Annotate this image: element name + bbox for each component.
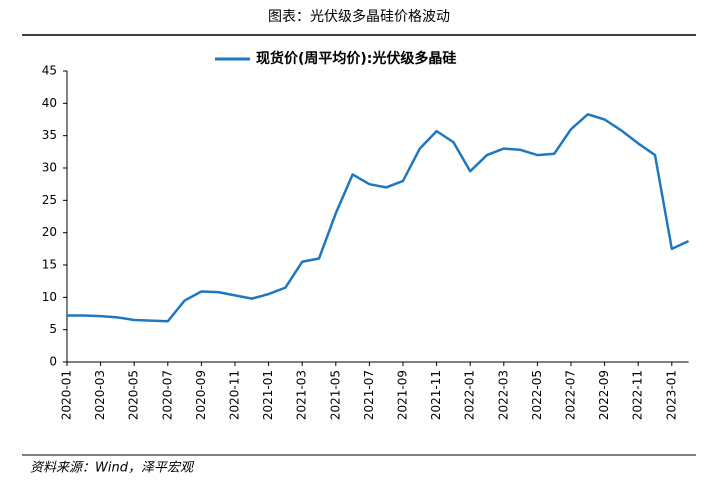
- y-tick-label: 10: [42, 290, 57, 304]
- x-tick-label: 2021-07: [362, 370, 376, 420]
- x-tick-label: 2020-09: [194, 370, 208, 420]
- y-tick-label: 25: [42, 193, 57, 207]
- x-tick-label: 2020-03: [93, 370, 107, 420]
- x-tick-label: 2021-03: [295, 370, 309, 420]
- x-tick-label: 2023-01: [664, 370, 678, 420]
- y-tick-label: 20: [42, 225, 57, 239]
- y-tick-label: 15: [42, 258, 57, 272]
- y-tick-label: 5: [49, 322, 57, 336]
- x-tick-label: 2020-05: [127, 370, 141, 420]
- x-tick-label: 2022-01: [463, 370, 477, 420]
- y-tick-label: 45: [42, 64, 57, 78]
- x-tick-label: 2021-05: [328, 370, 342, 420]
- x-tick-label: 2021-11: [429, 370, 443, 420]
- y-tick-label: 0: [49, 355, 57, 369]
- x-tick-label: 2021-01: [261, 370, 275, 420]
- x-tick-label: 2022-11: [631, 370, 645, 420]
- series-line: [67, 113, 690, 323]
- x-tick-label: 2020-01: [60, 370, 74, 420]
- legend-label: 现货价(周平均价):光伏级多晶硅: [256, 50, 456, 67]
- source: 资料来源：Wind，泽平宏观: [30, 460, 195, 476]
- x-tick-label: 2022-03: [496, 370, 510, 420]
- chart-title: 图表：光伏级多晶硅价格波动: [268, 8, 450, 25]
- x-tick-label: 2022-09: [597, 370, 611, 420]
- x-tick-label: 2021-09: [396, 370, 410, 420]
- y-tick-label: 30: [42, 161, 57, 175]
- y-tick-label: 35: [42, 128, 57, 142]
- x-tick-label: 2020-11: [228, 370, 242, 420]
- x-tick-label: 2020-07: [160, 370, 174, 420]
- y-tick-label: 40: [42, 96, 57, 110]
- x-tick-label: 2022-05: [530, 370, 544, 420]
- x-tick-label: 2022-07: [564, 370, 578, 420]
